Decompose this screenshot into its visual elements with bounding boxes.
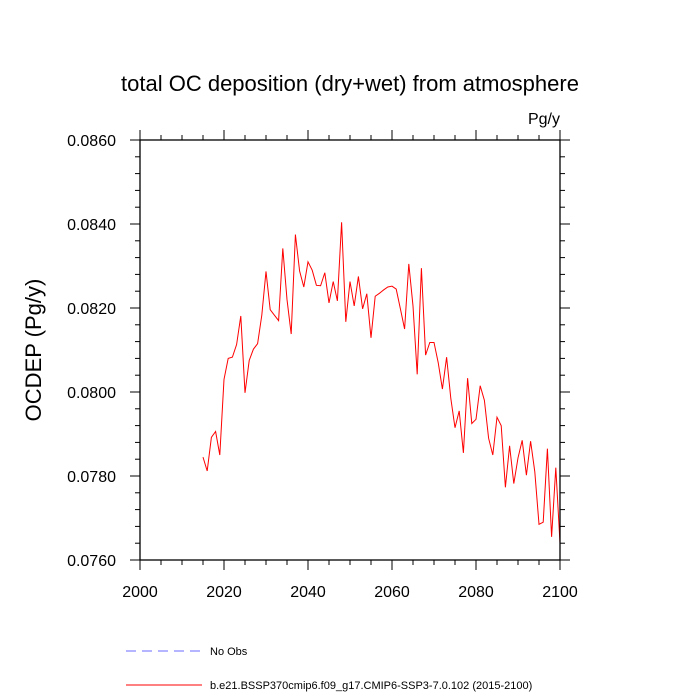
chart-title: total OC deposition (dry+wet) from atmos… <box>121 71 579 96</box>
y-axis-label: OCDEP (Pg/y) <box>21 279 46 422</box>
x-tick-label: 2000 <box>122 584 158 601</box>
legend-label-no-obs: No Obs <box>210 646 248 658</box>
units-label: Pg/y <box>528 111 560 128</box>
y-tick-label: 0.0860 <box>67 133 116 150</box>
plot-frame <box>139 139 561 561</box>
x-tick-label: 2020 <box>206 584 242 601</box>
legend: No Obs b.e21.BSSP370cmip6.f09_g17.CMIP6-… <box>126 646 532 692</box>
minor-ticks <box>135 135 565 565</box>
x-tick-labels: 2000 2020 2040 2060 2080 2100 <box>122 584 578 601</box>
y-tick-labels: 0.0760 0.0780 0.0800 0.0820 0.0840 0.0860 <box>67 133 116 570</box>
y-tick-label: 0.0760 <box>67 553 116 570</box>
y-tick-label: 0.0780 <box>67 469 116 486</box>
x-tick-label: 2060 <box>374 584 410 601</box>
legend-label-model: b.e21.BSSP370cmip6.f09_g17.CMIP6-SSP3-7.… <box>210 680 532 692</box>
x-tick-label: 2100 <box>542 584 578 601</box>
y-tick-label: 0.0820 <box>67 301 116 318</box>
major-ticks <box>130 130 570 570</box>
x-tick-label: 2080 <box>458 584 494 601</box>
series-line <box>202 222 561 544</box>
x-tick-label: 2040 <box>290 584 326 601</box>
y-tick-label: 0.0840 <box>67 217 116 234</box>
series-layer <box>202 222 561 544</box>
y-tick-label: 0.0800 <box>67 385 116 402</box>
